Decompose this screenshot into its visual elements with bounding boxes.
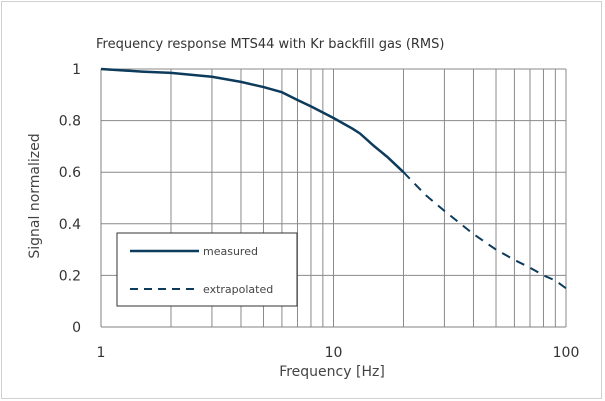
y-tick-label: 0.2	[59, 268, 81, 284]
legend-box	[116, 232, 298, 307]
series-line-extrapolated	[402, 171, 567, 290]
x-tick-label: 1	[97, 345, 106, 361]
legend: measured extrapolated	[116, 232, 298, 307]
tick-labels: 0 0.2 0.4 0.6 0.8 1 1 10 100	[59, 62, 580, 361]
axes	[100, 69, 566, 328]
legend-label-extrapolated: extrapolated	[203, 283, 273, 296]
legend-label-measured: measured	[203, 245, 258, 258]
y-tick-label: 0.4	[59, 217, 81, 233]
y-axis-title: Signal normalized	[27, 133, 43, 258]
y-tick-label: 1	[72, 62, 81, 78]
y-tick-label: 0.6	[59, 165, 81, 181]
x-tick-label: 10	[325, 345, 343, 361]
chart-title: Frequency response MTS44 with Kr backfil…	[96, 37, 444, 52]
y-tick-label: 0.8	[59, 114, 81, 130]
x-tick-label: 100	[553, 345, 580, 361]
y-tick-label: 0	[72, 320, 81, 336]
series-line-measured	[100, 67, 405, 174]
series	[100, 67, 567, 290]
x-axis-title: Frequency [Hz]	[279, 364, 385, 380]
